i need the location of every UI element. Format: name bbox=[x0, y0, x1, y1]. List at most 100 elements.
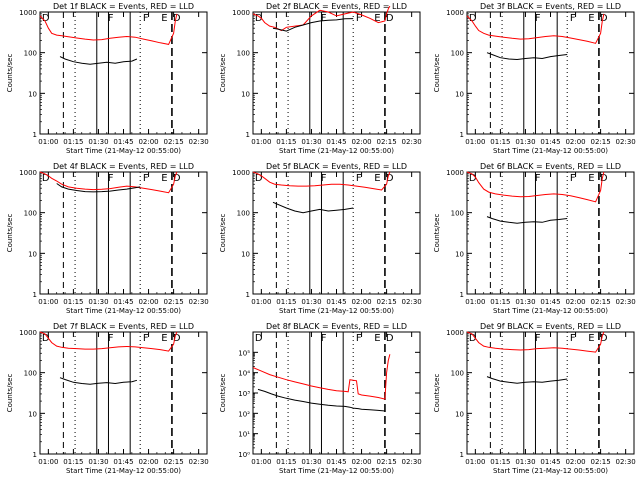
chart-panel-3: Det 3f BLACK = Events, RED = LLD 1 10 100 10… bbox=[427, 0, 640, 160]
flag-label: E bbox=[588, 333, 594, 344]
x-tick-label: 01:00 bbox=[251, 458, 271, 466]
flag-label: F bbox=[143, 173, 149, 184]
chart-title: Det 5f BLACK = Events, RED = LLD bbox=[266, 162, 407, 171]
chart-svg: Det 9f BLACK = Events, RED = LLD 1 10 100 10… bbox=[433, 322, 636, 475]
x-tick-label: 01:30 bbox=[515, 138, 535, 146]
x-tick-label: 01:45 bbox=[540, 458, 560, 466]
x-tick-label: 01:30 bbox=[88, 298, 108, 306]
y-tick-label: 10 bbox=[455, 410, 464, 418]
plot-frame bbox=[252, 11, 421, 135]
y-axis-label: Counts/sec bbox=[6, 214, 14, 253]
series-line-2 bbox=[486, 216, 568, 224]
x-tick-label: 01:15 bbox=[490, 458, 510, 466]
x-axis-label: Start Time (21-May-12 00:55:00) bbox=[66, 307, 181, 315]
x-tick-label: 02:30 bbox=[616, 458, 636, 466]
series-line-1 bbox=[252, 171, 391, 191]
y-tick-label: 10⁴ bbox=[238, 370, 250, 378]
x-tick-label: 01:45 bbox=[113, 458, 133, 466]
x-tick-label: 02:15 bbox=[591, 298, 611, 306]
flag-label: F bbox=[356, 173, 362, 184]
y-tick-label: 1 bbox=[246, 291, 250, 299]
chart-title: Det 7f BLACK = Events, RED = LLD bbox=[53, 322, 194, 331]
plot-frame bbox=[39, 331, 208, 455]
x-tick-label: 01:15 bbox=[276, 138, 296, 146]
x-tick-label: 01:00 bbox=[38, 138, 58, 146]
plot-frame bbox=[466, 11, 635, 135]
flag-label: D bbox=[173, 173, 181, 184]
y-tick-label: 100 bbox=[24, 210, 37, 218]
x-tick-label: 01:00 bbox=[38, 298, 58, 306]
chart-svg: Det 3f BLACK = Events, RED = LLD 1 10 100 10… bbox=[433, 2, 636, 155]
y-tick-label: 10⁰ bbox=[238, 451, 250, 459]
x-tick-label: 02:15 bbox=[377, 298, 397, 306]
flag-label: F bbox=[321, 13, 327, 24]
flag-label: F bbox=[143, 13, 149, 24]
x-tick-label: 01:00 bbox=[251, 138, 271, 146]
y-tick-label: 100 bbox=[24, 50, 37, 58]
x-tick-label: 01:45 bbox=[326, 458, 346, 466]
flag-label: D bbox=[469, 333, 477, 344]
flag-label: D bbox=[42, 333, 50, 344]
x-tick-label: 01:30 bbox=[515, 458, 535, 466]
x-tick-label: 02:00 bbox=[138, 298, 158, 306]
flag-label: F bbox=[535, 173, 541, 184]
flag-label: D bbox=[386, 13, 394, 24]
y-tick-label: 1 bbox=[33, 291, 37, 299]
chart-title: Det 8f BLACK = Events, RED = LLD bbox=[266, 322, 407, 331]
chart-panel-6: Det 6f BLACK = Events, RED = LLD 1 10 100 10… bbox=[427, 160, 640, 320]
flag-label: F bbox=[108, 333, 114, 344]
x-tick-label: 02:30 bbox=[402, 458, 422, 466]
chart-panel-5: Det 5f BLACK = Events, RED = LLD 1 10 100 10… bbox=[213, 160, 426, 320]
y-tick-label: 10 bbox=[455, 250, 464, 258]
x-axis-label: Start Time (21-May-12 00:55:00) bbox=[66, 147, 181, 155]
x-tick-label: 01:15 bbox=[490, 298, 510, 306]
flag-label: F bbox=[356, 13, 362, 24]
x-tick-label: 02:15 bbox=[164, 138, 184, 146]
series-line-1 bbox=[466, 331, 605, 353]
flag-label: E bbox=[374, 13, 380, 24]
x-tick-label: 02:30 bbox=[189, 298, 209, 306]
y-tick-label: 1000 bbox=[19, 169, 37, 177]
x-tick-label: 02:30 bbox=[616, 138, 636, 146]
y-axis-label: Counts/sec bbox=[433, 214, 441, 253]
y-tick-label: 1000 bbox=[232, 9, 250, 17]
y-tick-label: 10 bbox=[28, 90, 37, 98]
x-tick-label: 02:15 bbox=[377, 458, 397, 466]
flag-label: F bbox=[356, 333, 362, 344]
x-tick-label: 02:00 bbox=[351, 458, 371, 466]
y-tick-label: 10³ bbox=[238, 390, 250, 398]
x-tick-label: 02:00 bbox=[565, 458, 585, 466]
chart-panel-1: Det 1f BLACK = Events, RED = LLD 1 10 100 10… bbox=[0, 0, 213, 160]
x-tick-label: 01:30 bbox=[88, 138, 108, 146]
x-tick-label: 01:15 bbox=[490, 138, 510, 146]
x-tick-label: 01:30 bbox=[515, 298, 535, 306]
x-tick-label: 01:00 bbox=[38, 458, 58, 466]
series-line-2 bbox=[257, 388, 385, 412]
chart-svg: Det 7f BLACK = Events, RED = LLD 1 10 100 10… bbox=[6, 322, 209, 475]
chart-svg: Det 4f BLACK = Events, RED = LLD 1 10 100 10… bbox=[6, 162, 209, 315]
flag-label: D bbox=[469, 173, 477, 184]
chart-svg: Det 8f BLACK = Events, RED = LLD 10⁰ 10¹ 10… bbox=[219, 322, 422, 475]
y-axis-label: Counts/sec bbox=[219, 214, 227, 253]
flag-label: D bbox=[469, 13, 477, 24]
y-axis-label: Counts/sec bbox=[219, 374, 227, 413]
x-tick-label: 01:00 bbox=[251, 298, 271, 306]
flag-label: F bbox=[570, 333, 576, 344]
chart-panel-8: Det 8f BLACK = Events, RED = LLD 10⁰ 10¹ 10… bbox=[213, 320, 426, 480]
y-axis-label: Counts/sec bbox=[6, 54, 14, 93]
x-tick-label: 01:45 bbox=[113, 138, 133, 146]
y-tick-label: 1 bbox=[33, 451, 37, 459]
x-tick-label: 01:30 bbox=[88, 458, 108, 466]
x-tick-label: 01:15 bbox=[63, 138, 83, 146]
series-line-2 bbox=[59, 377, 138, 385]
y-tick-label: 1000 bbox=[19, 9, 37, 17]
x-axis-label: Start Time (21-May-12 00:55:00) bbox=[493, 467, 608, 475]
chart-title: Det 1f BLACK = Events, RED = LLD bbox=[53, 2, 194, 11]
chart-title: Det 9f BLACK = Events, RED = LLD bbox=[480, 322, 621, 331]
plot-frame bbox=[466, 171, 635, 295]
series-line-2 bbox=[486, 376, 568, 384]
flag-label: D bbox=[386, 173, 394, 184]
chart-title: Det 2f BLACK = Events, RED = LLD bbox=[266, 2, 407, 11]
y-tick-label: 100 bbox=[237, 210, 250, 218]
y-tick-label: 1000 bbox=[446, 169, 464, 177]
